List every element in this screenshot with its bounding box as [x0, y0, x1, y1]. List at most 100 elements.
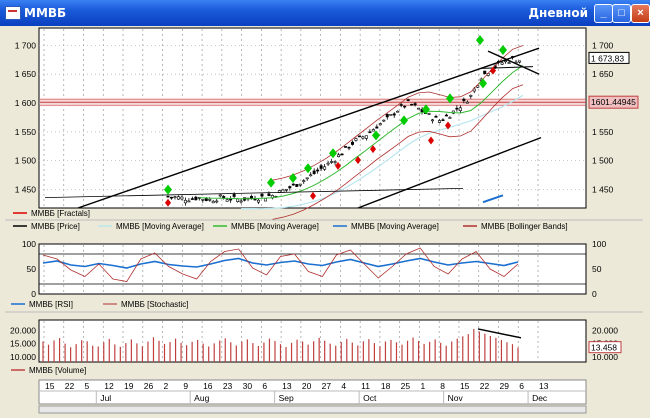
x-tick-label: 26: [144, 381, 154, 391]
fractal-down-marker: [428, 136, 434, 145]
fractal-down-marker: [165, 198, 171, 207]
x-tick-label: 23: [223, 381, 233, 391]
maximize-button[interactable]: □: [612, 4, 631, 23]
candle-body: [357, 135, 361, 138]
horizontal-scrollbar: [38, 405, 587, 414]
candle-body: [305, 177, 309, 180]
vol-y-tick-left: 10.000: [10, 352, 36, 362]
osc-y-tick-left: 50: [27, 264, 37, 274]
candle-body: [399, 104, 403, 106]
x-month-label: Dec: [532, 393, 548, 403]
fractal-up-marker: [446, 93, 454, 104]
candle-body: [444, 114, 448, 117]
fractal-up-marker: [289, 173, 297, 184]
candle-body: [417, 107, 421, 110]
osc-y-tick-right: 50: [592, 264, 602, 274]
candle-body: [333, 161, 337, 163]
y-tick-label-right: 1 550: [592, 127, 614, 137]
candle-body: [169, 196, 173, 199]
y-tick-label-left: 1 500: [15, 156, 37, 166]
candle-body: [483, 70, 487, 74]
x-tick-label: 13: [539, 381, 549, 391]
vol-y-tick-right: 10.000: [592, 352, 618, 362]
candle-body: [187, 200, 191, 203]
legend-label: ММВБ [Moving Average]: [231, 222, 319, 231]
x-month-label: Nov: [448, 393, 464, 403]
x-tick-label: 12: [104, 381, 114, 391]
x-tick-label: 4: [341, 381, 346, 391]
x-tick-label: 9: [183, 381, 188, 391]
fractal-down-marker: [310, 191, 316, 200]
x-tick-label: 30: [243, 381, 253, 391]
x-month-label: Oct: [363, 393, 377, 403]
candle-body: [368, 131, 372, 134]
candle-body: [465, 101, 469, 104]
x-tick-label: 2: [164, 381, 169, 391]
candle-body: [500, 62, 504, 65]
x-axis-bar: [38, 379, 587, 405]
close-button[interactable]: ×: [631, 4, 650, 23]
candle-body: [378, 123, 382, 126]
candle-body: [176, 196, 180, 200]
candle-body: [215, 200, 219, 203]
candle-body: [361, 136, 365, 139]
x-tick-label: 15: [460, 381, 470, 391]
x-tick-label: 29: [499, 381, 509, 391]
oscillator-panel: [38, 243, 587, 295]
candle-body: [406, 99, 410, 102]
candle-body: [458, 107, 462, 111]
candle-body: [302, 180, 306, 182]
title-bar[interactable]: ММВБ Дневной _ □ ×: [0, 0, 650, 26]
x-tick-label: 13: [282, 381, 292, 391]
candle-body: [347, 146, 351, 149]
ma-fast-line: [241, 94, 524, 210]
candle-body: [218, 194, 222, 197]
candle-body: [507, 62, 511, 64]
volume-panel: [38, 319, 587, 363]
candle-body: [316, 169, 320, 172]
chart-canvas[interactable]: 15 22 5 12 19 26 2 9 16 23 30 6 13 20 27 4 11 18 25 1 8 15 22 2…: [3, 26, 647, 415]
x-tick-label: 25: [401, 381, 411, 391]
candle-body: [455, 107, 459, 110]
y-tick-label-right: 1 650: [592, 69, 614, 79]
candle-body: [382, 119, 386, 122]
candle-body: [354, 138, 358, 141]
trendline-flat: [44, 187, 464, 199]
candle-body: [403, 105, 407, 108]
fractal-down-marker: [490, 66, 496, 75]
candle-body: [413, 103, 417, 106]
fractal-up-marker: [164, 184, 172, 195]
candle-body: [225, 199, 229, 202]
candle-body: [291, 183, 295, 186]
candle-body: [298, 183, 302, 186]
ma-slow-line: [482, 194, 504, 204]
fractal-down-marker: [355, 156, 361, 165]
last-volume-box: [588, 341, 622, 354]
legend-label: ММВБ [Bollinger Bands]: [481, 222, 568, 231]
candle-body: [343, 146, 347, 148]
candle-body: [518, 60, 522, 63]
fractal-down-marker: [445, 121, 451, 130]
y-tick-label-right: 1 500: [592, 156, 614, 166]
candle-body: [260, 193, 264, 197]
legend-label: ММВБ [Moving Average]: [116, 222, 204, 231]
candle-body: [469, 95, 473, 97]
osc-y-tick-left: 0: [31, 289, 36, 299]
trendline-triangle-base: [480, 66, 534, 69]
candle-body: [211, 200, 215, 204]
x-month-label: Aug: [194, 393, 209, 403]
x-month-label: Sep: [279, 393, 294, 403]
x-tick-label: 1: [420, 381, 425, 391]
fractal-up-marker: [400, 115, 408, 126]
stochastic-line: [42, 247, 519, 282]
candle-body: [448, 117, 452, 119]
x-tick-label: 22: [65, 381, 75, 391]
candle-body: [364, 135, 368, 139]
x-tick-label: 20: [302, 381, 312, 391]
minimize-button[interactable]: _: [594, 4, 613, 23]
period-label: Дневной: [528, 6, 588, 20]
candle-body: [208, 199, 212, 201]
candle-body: [201, 198, 205, 201]
candle-body: [340, 153, 344, 156]
